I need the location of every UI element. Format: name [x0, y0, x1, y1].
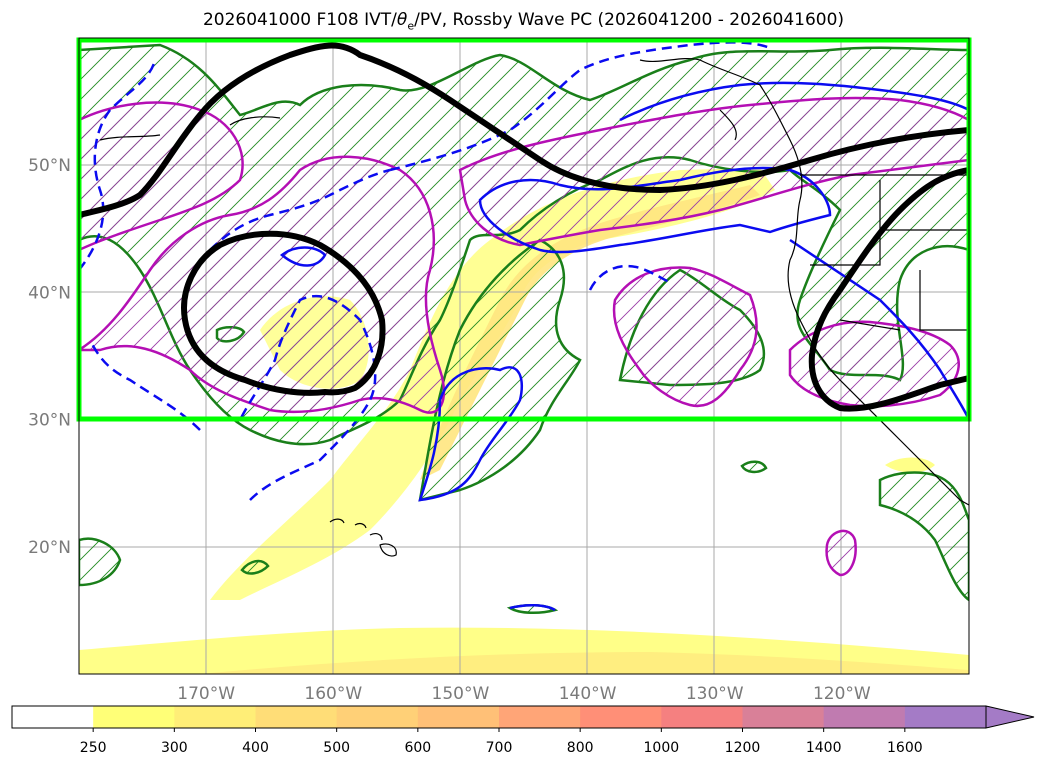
- lon-label: 160°W: [304, 684, 362, 704]
- colorbar-label: 1200: [725, 740, 761, 756]
- black-height-contours: [79, 42, 969, 412]
- latitude-labels: 50°N 40°N 30°N 20°N: [28, 156, 71, 558]
- colorbar-label: 600: [404, 740, 431, 756]
- lon-label: 170°W: [177, 684, 235, 704]
- map-border: [78, 37, 970, 675]
- colorbar-label: 250: [80, 740, 107, 756]
- colorbar-label: 400: [242, 740, 269, 756]
- blue-contours: [279, 81, 969, 612]
- map-title: 2026041000 F108 IVT/θe/PV, Rossby Wave P…: [202, 10, 845, 33]
- colorbar-label: 500: [323, 740, 350, 756]
- colorbar-segment: [499, 706, 581, 728]
- longitude-labels: 170°W 160°W 150°W 140°W 130°W 120°W: [177, 684, 871, 704]
- colorbar-label: 1000: [644, 740, 680, 756]
- colorbar-segment: [93, 706, 175, 728]
- colorbar-segment: [336, 706, 419, 728]
- colorbar-label: 1400: [806, 740, 842, 756]
- colorbar-label: 700: [486, 740, 513, 756]
- lon-label: 140°W: [559, 684, 617, 704]
- colorbar-segment: [742, 706, 825, 728]
- lat-label: 50°N: [28, 156, 71, 176]
- lon-label: 130°W: [686, 684, 744, 704]
- colorbar-segment: [580, 706, 662, 728]
- colorbar-label: 800: [567, 740, 594, 756]
- colorbar-segment: [661, 706, 743, 728]
- colorbar-segment: [417, 706, 500, 728]
- blue-dashed-contours: [79, 41, 771, 501]
- colorbar-segment: [255, 706, 338, 728]
- lon-label: 150°W: [432, 684, 490, 704]
- lat-label: 20°N: [28, 538, 71, 558]
- colorbar-segment: [904, 706, 987, 728]
- lat-label: 30°N: [28, 411, 71, 431]
- colorbar: 250 300 400 500 600 700 800 1000 1200 1400 1600: [11, 705, 1035, 756]
- colorbar-label: 1600: [887, 740, 923, 756]
- lat-label: 40°N: [28, 283, 71, 303]
- colorbar-label: 300: [161, 740, 188, 756]
- colorbar-segment: [174, 706, 256, 728]
- colorbar-extend-arrow: [985, 705, 1035, 729]
- lon-label: 120°W: [813, 684, 871, 704]
- colorbar-segment: [823, 706, 906, 728]
- coastlines: [99, 57, 969, 557]
- colorbar-segment: [12, 706, 94, 728]
